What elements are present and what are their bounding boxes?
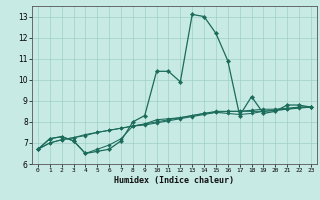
X-axis label: Humidex (Indice chaleur): Humidex (Indice chaleur) <box>115 176 234 185</box>
